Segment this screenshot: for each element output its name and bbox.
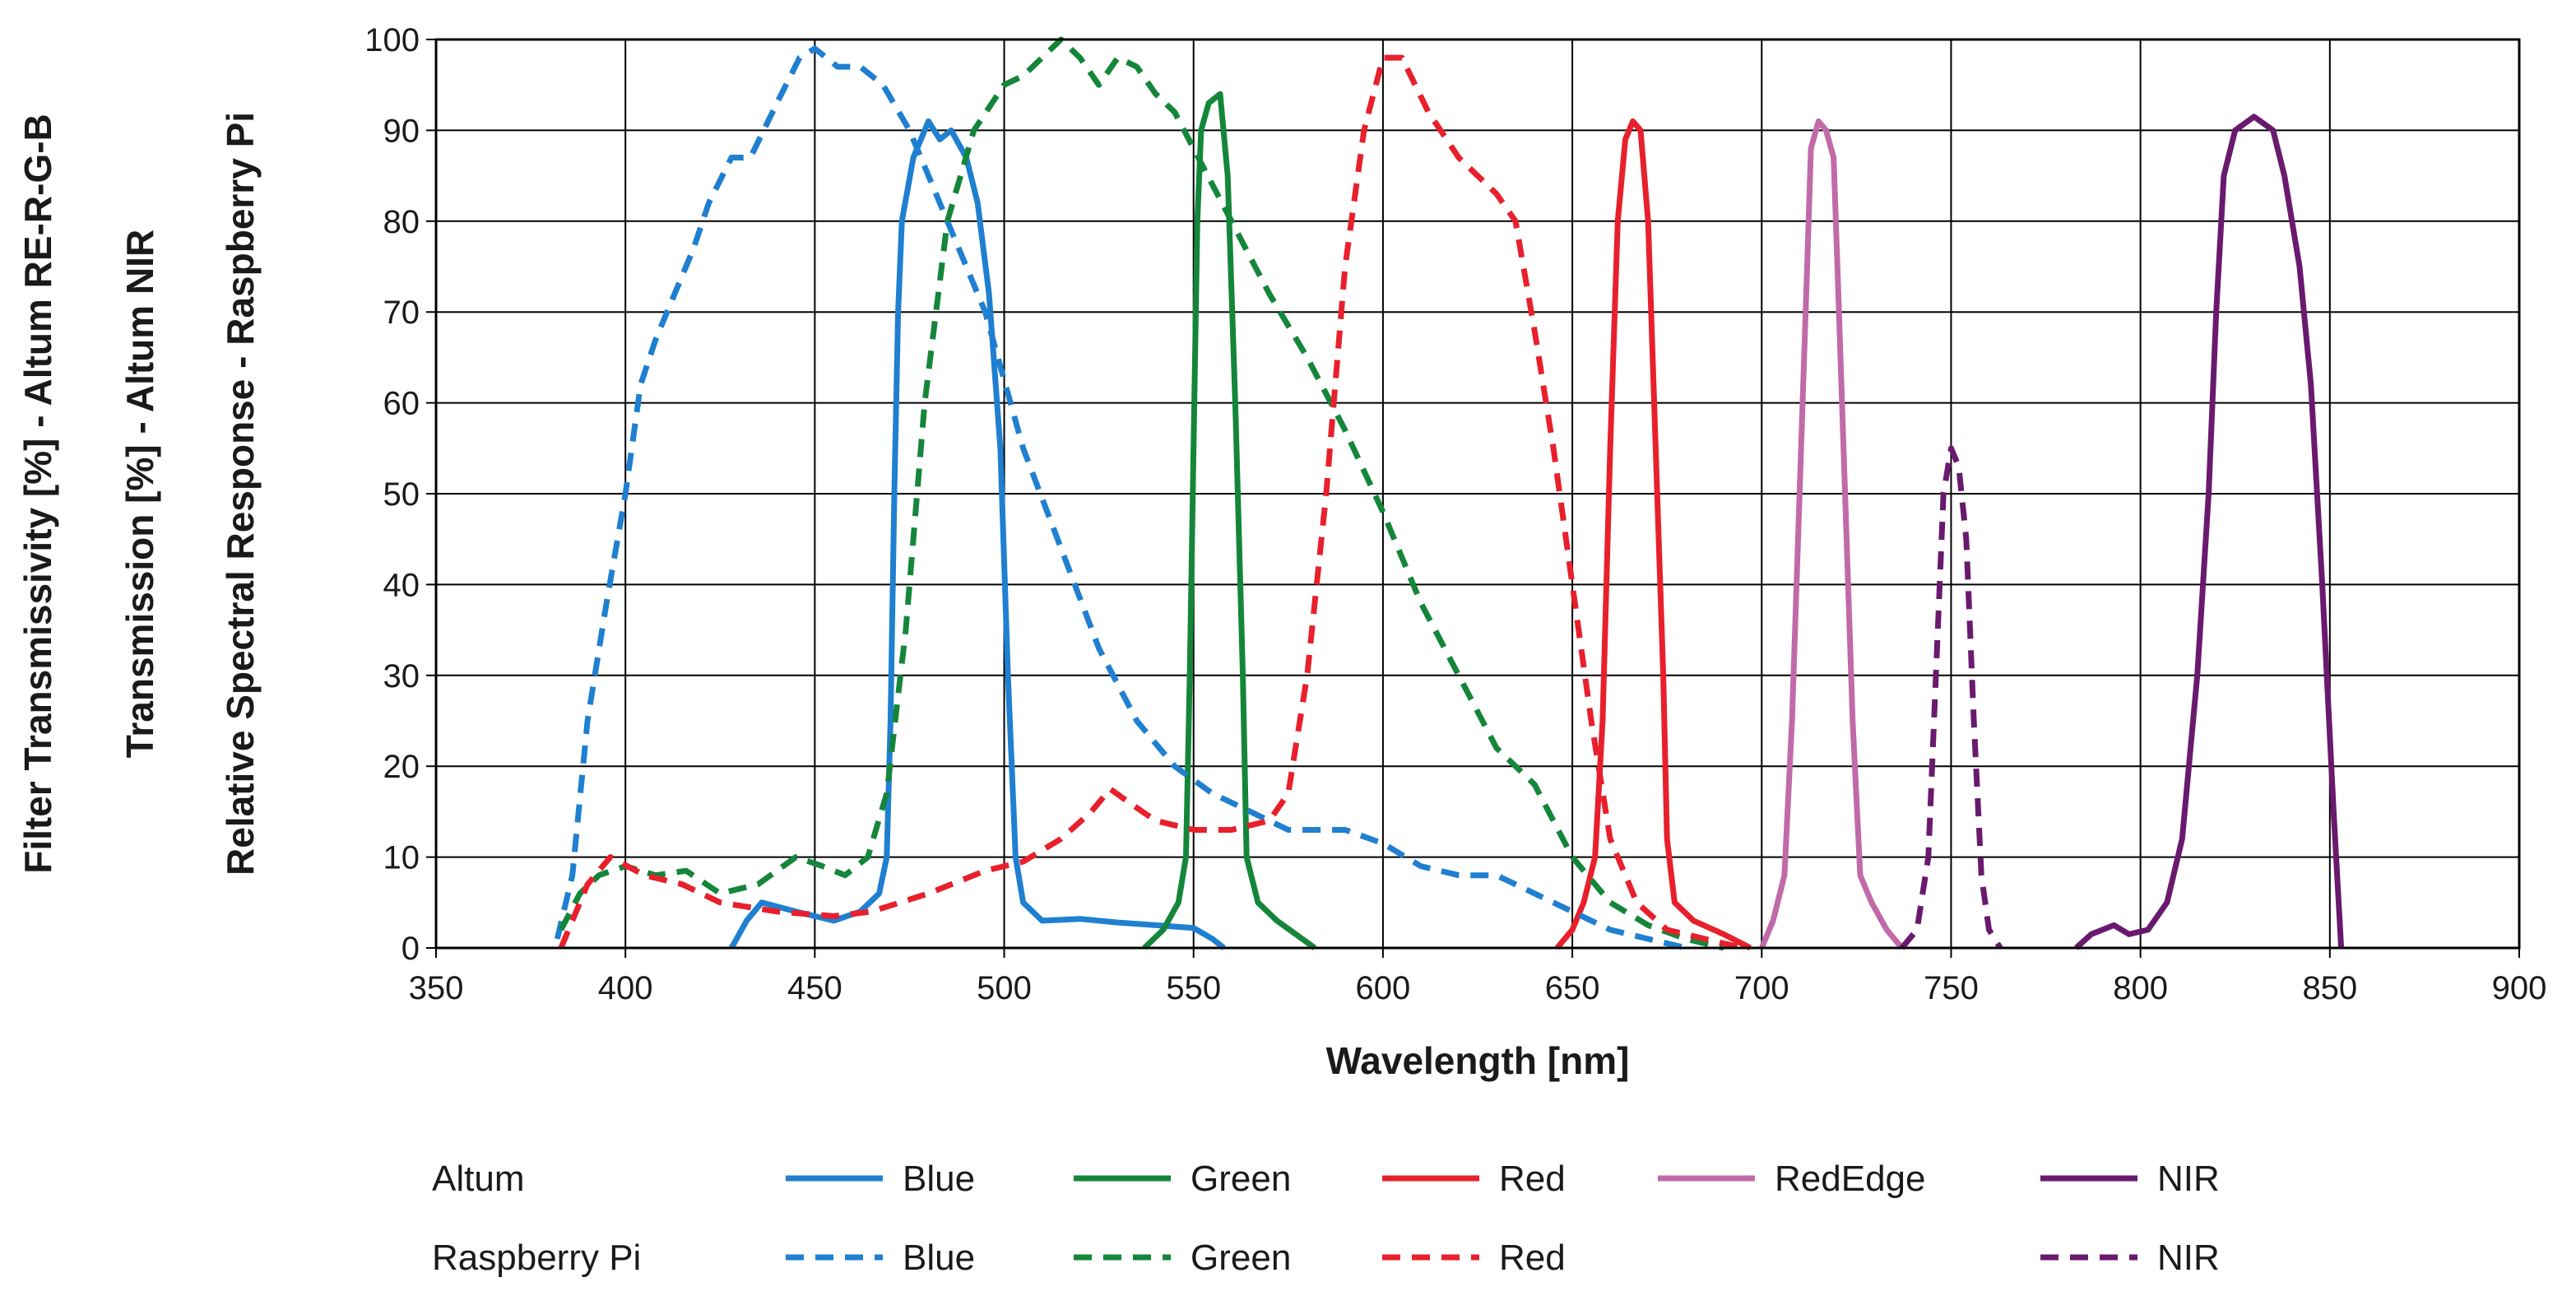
series-line-raspberry-pi-blue [554, 45, 1687, 951]
x-tick-label-400: 400 [598, 970, 653, 1006]
legend: Altum Blue Green Red RedEdge NIR Raspberry Pi B… [432, 1159, 2220, 1278]
y-tick-label-30: 30 [383, 658, 420, 694]
x-tick-label-600: 600 [1356, 970, 1411, 1006]
legend-label-raspberry-pi-blue: Blue [903, 1238, 975, 1278]
y-axis-titles: Filter Transmissivity [%] - Altum RE-R-G… [16, 112, 262, 876]
legend-label-altum-nir: NIR [2157, 1159, 2220, 1199]
legend-group-altum: Altum [432, 1159, 524, 1199]
y-tick-label-70: 70 [383, 295, 420, 331]
series-line-altum-blue [729, 118, 1226, 950]
y-tick-label-80: 80 [383, 204, 420, 240]
x-tick-label-700: 700 [1734, 970, 1789, 1006]
y-tick-label-100: 100 [364, 22, 420, 58]
legend-label-altum-green: Green [1191, 1159, 1291, 1199]
legend-label-raspberry-pi-nir: NIR [2157, 1238, 2220, 1278]
series-line-altum-rededge [1759, 118, 1905, 950]
series-line-altum-green [1142, 91, 1317, 950]
y-axis-title-2: Transmission [%] - Altum NIR [118, 230, 161, 758]
x-tick-label-900: 900 [2492, 970, 2547, 1006]
series-line-raspberry-pi-green [558, 36, 1725, 951]
y-axis-title-3: Relative Spectral Response - Raspberry P… [219, 112, 262, 876]
series-lines [554, 36, 2345, 951]
y-tick-labels: 0 10 20 30 40 50 60 70 80 90 100 [364, 22, 436, 967]
y-tick-label-20: 20 [383, 749, 420, 785]
series-line-raspberry-pi-red [558, 54, 1744, 951]
legend-label-raspberry-pi-red: Red [1499, 1238, 1566, 1278]
y-axis-title-1: Filter Transmissivity [%] - Altum RE-R-G… [16, 114, 59, 874]
legend-label-altum-blue: Blue [903, 1159, 975, 1199]
x-tick-label-550: 550 [1166, 970, 1221, 1006]
y-tick-label-40: 40 [383, 567, 420, 603]
legend-label-raspberry-pi-green: Green [1191, 1238, 1291, 1278]
x-tick-label-500: 500 [977, 970, 1032, 1006]
series-line-raspberry-pi-nir [1899, 445, 2003, 950]
x-tick-label-350: 350 [409, 970, 464, 1006]
x-tick-label-450: 450 [787, 970, 842, 1006]
x-tick-labels: 350 400 450 500 550 600 650 700 750 800 850 900 [409, 948, 2547, 1006]
y-tick-label-60: 60 [383, 386, 420, 422]
series-line-altum-nir [2074, 114, 2345, 950]
y-tick-label-0: 0 [401, 931, 420, 967]
y-tick-label-10: 10 [383, 840, 420, 876]
series-line-altum-red [1555, 118, 1752, 951]
x-tick-label-750: 750 [1924, 970, 1979, 1006]
legend-group-raspberry-pi: Raspberry Pi [432, 1238, 641, 1278]
y-tick-label-50: 50 [383, 476, 420, 513]
x-tick-label-850: 850 [2302, 970, 2357, 1006]
x-axis-title: Wavelength [nm] [1326, 1039, 1630, 1082]
x-tick-label-650: 650 [1545, 970, 1600, 1006]
y-tick-label-90: 90 [383, 113, 420, 149]
legend-label-altum-red: Red [1499, 1159, 1566, 1199]
legend-label-altum-rededge: RedEdge [1775, 1159, 1925, 1199]
x-tick-label-800: 800 [2113, 970, 2168, 1006]
